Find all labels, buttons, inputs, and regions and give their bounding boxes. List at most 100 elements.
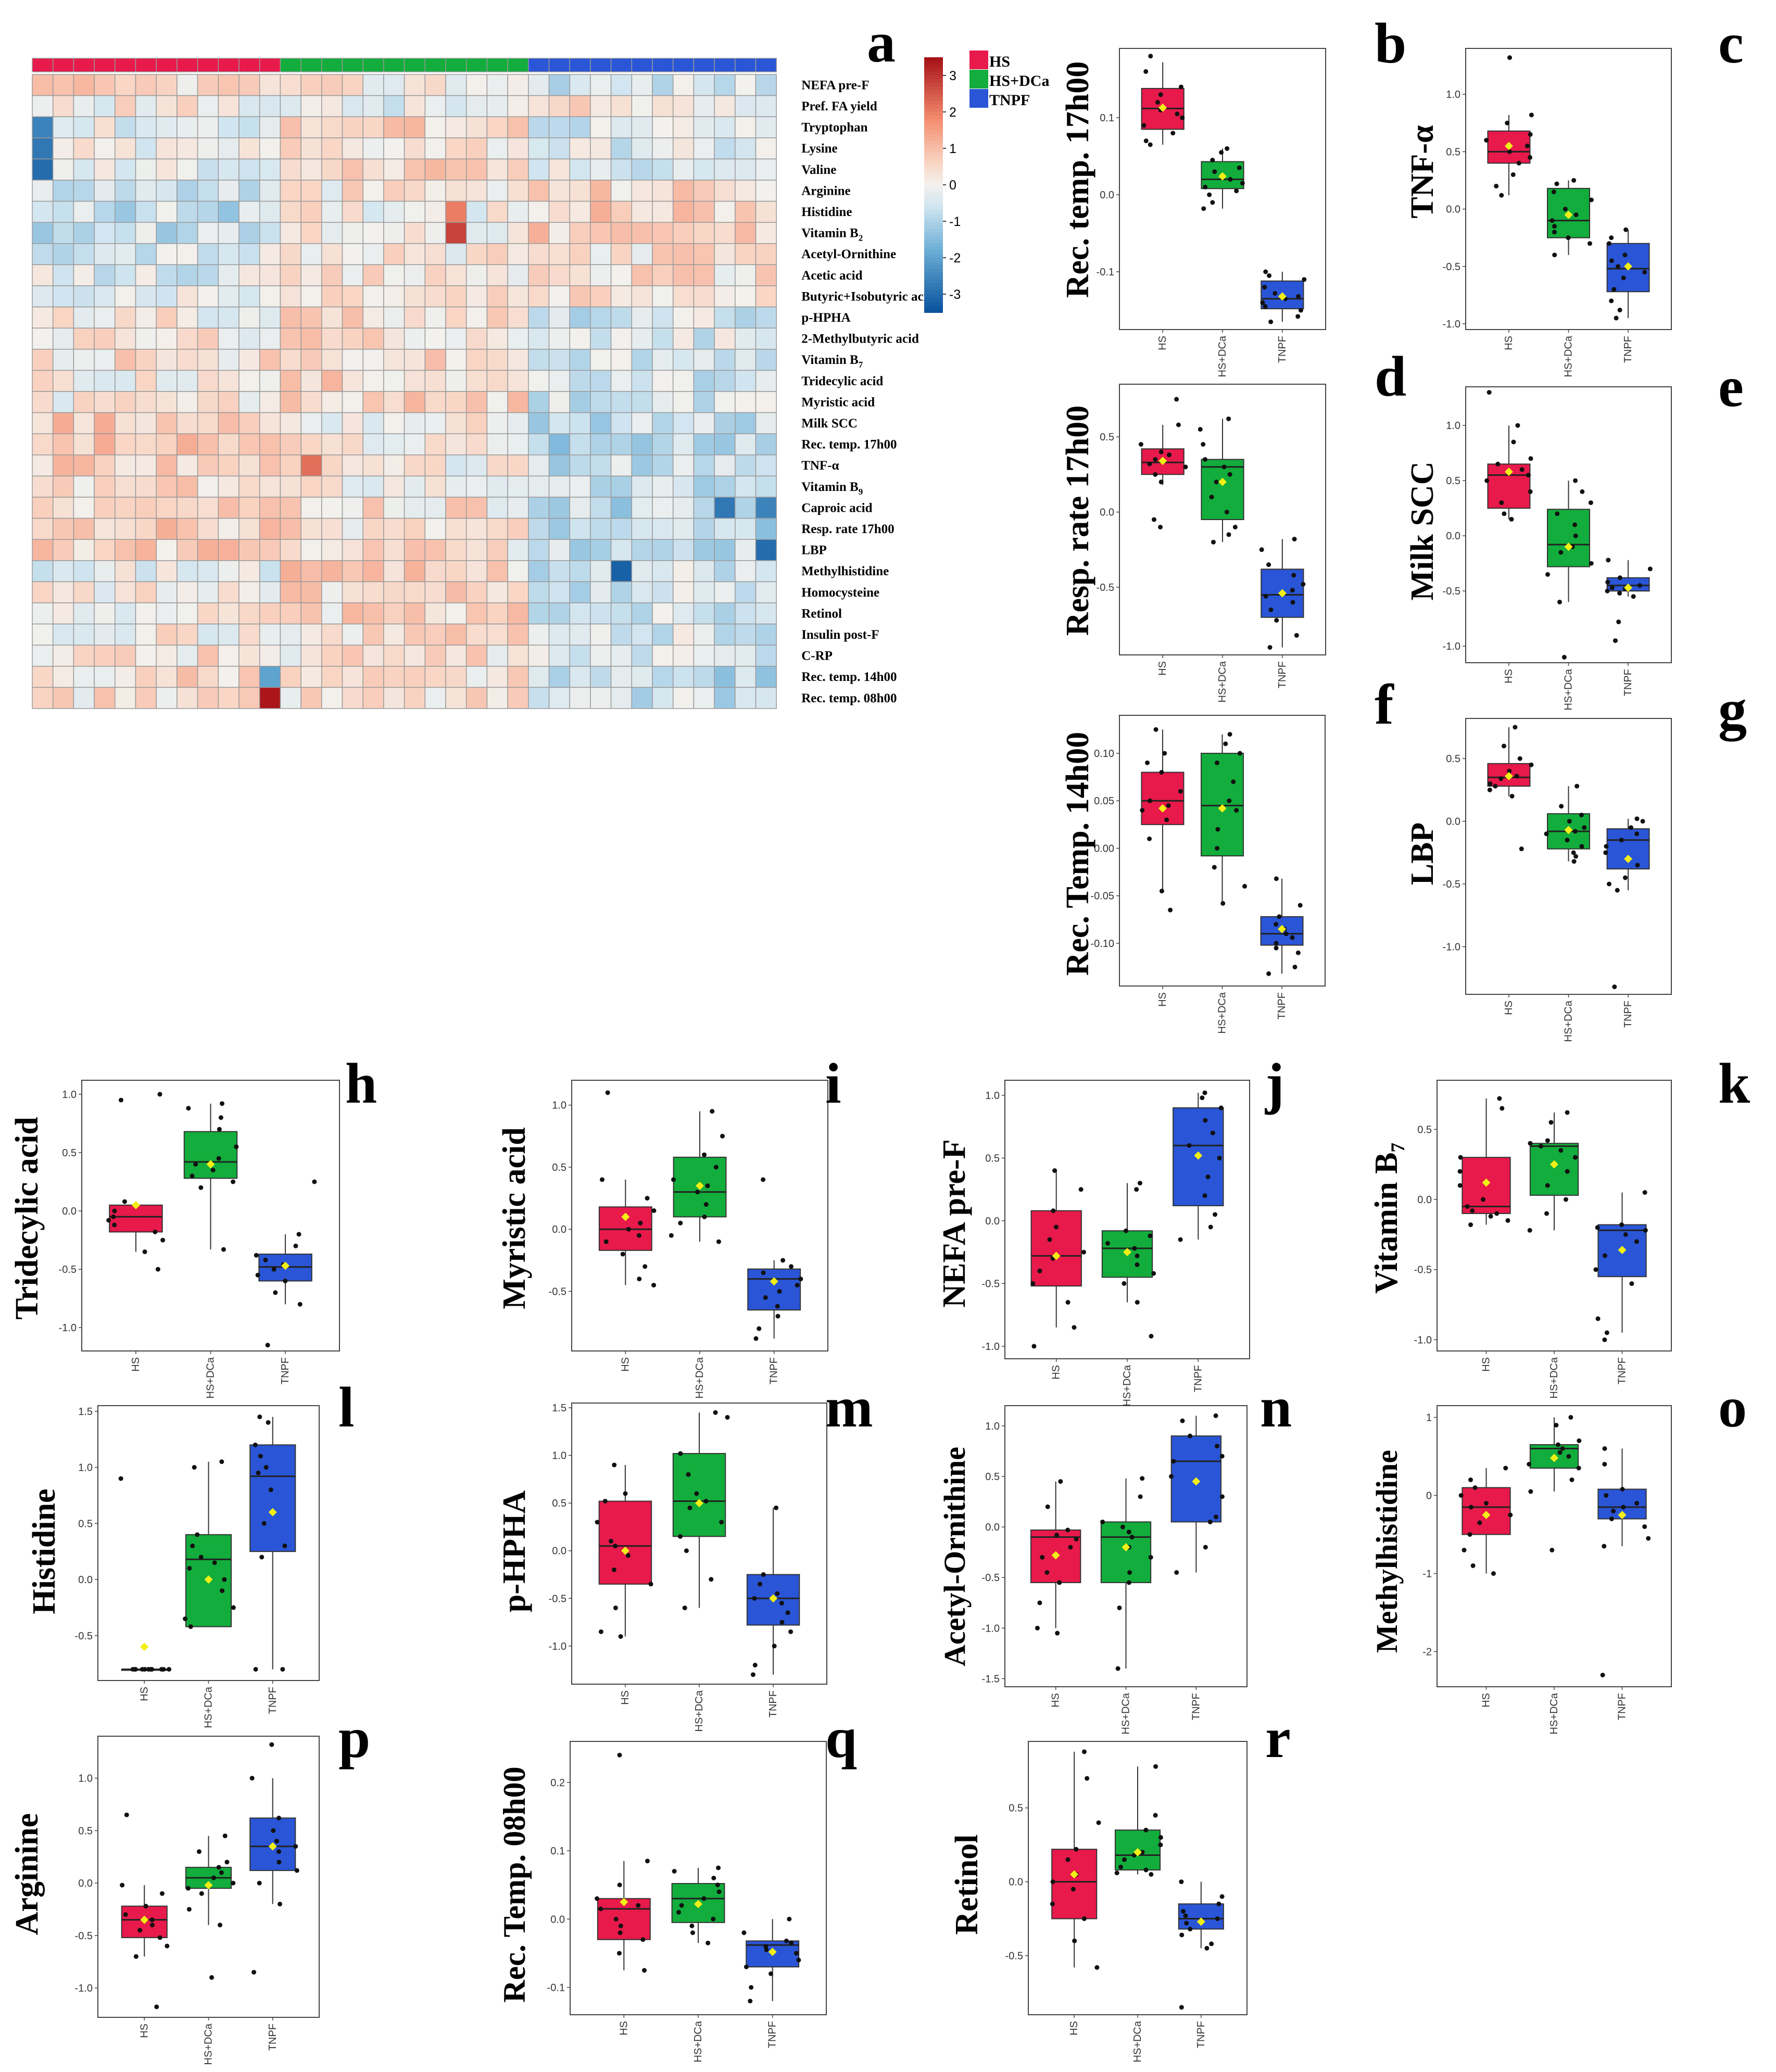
data-point xyxy=(1118,1864,1124,1869)
heatmap-cell xyxy=(755,116,777,138)
heatmap-cell xyxy=(404,370,426,392)
x-tick-label: TNPF xyxy=(1276,992,1288,1019)
heatmap-cell xyxy=(652,137,674,160)
heatmap-cell xyxy=(52,200,74,223)
data-point xyxy=(715,1883,720,1888)
heatmap-cell xyxy=(321,391,343,413)
data-point xyxy=(682,1606,687,1611)
heatmap-cell xyxy=(32,412,54,434)
heatmap-cell xyxy=(652,623,674,646)
heatmap-cell xyxy=(404,327,426,350)
heatmap-cell xyxy=(73,137,95,160)
heatmap-cell xyxy=(197,200,219,223)
heatmap-cell xyxy=(259,285,281,308)
data-point xyxy=(1148,142,1153,147)
heatmap-cell xyxy=(445,497,467,519)
data-point xyxy=(1159,889,1164,894)
heatmap-cell xyxy=(465,391,488,413)
heatmap-cell xyxy=(342,327,363,350)
data-point xyxy=(1623,227,1629,232)
heatmap-cell xyxy=(404,349,426,371)
data-point xyxy=(1151,517,1156,522)
data-point xyxy=(1488,1214,1493,1219)
heatmap-cell xyxy=(404,74,426,96)
heatmap-cell xyxy=(424,454,446,477)
colorbar-tick-label: 1 xyxy=(949,142,956,156)
heatmap-row-label: Arginine xyxy=(801,184,850,198)
heatmap-cell xyxy=(714,454,736,477)
heatmap-cell xyxy=(631,370,653,392)
heatmap-cell xyxy=(32,327,54,350)
data-point xyxy=(1502,511,1507,516)
heatmap-cell xyxy=(548,200,570,223)
data-point xyxy=(1604,1493,1609,1498)
data-point xyxy=(1259,547,1264,552)
data-point xyxy=(1501,743,1506,749)
data-point xyxy=(186,1106,191,1111)
heatmap-cell xyxy=(569,222,591,244)
data-point xyxy=(1602,1446,1607,1451)
heatmap-cell xyxy=(321,475,343,498)
heatmap-cell xyxy=(693,327,715,350)
data-point xyxy=(1617,308,1622,313)
heatmap-cell xyxy=(342,285,363,308)
y-tick-label: -0.5 xyxy=(1443,261,1460,273)
heatmap-cell xyxy=(32,222,54,244)
data-point xyxy=(1468,1477,1473,1482)
heatmap-cell xyxy=(714,475,736,498)
data-point xyxy=(1213,1413,1218,1418)
heatmap-cell xyxy=(404,645,426,667)
heatmap-row-label: TNF-α xyxy=(801,459,839,473)
group-annotation-cell xyxy=(486,58,508,72)
data-point xyxy=(1569,1477,1575,1482)
colorbar-segment xyxy=(924,199,943,204)
x-tick-label: HS xyxy=(130,1357,142,1372)
data-point xyxy=(1040,1555,1045,1560)
mean-marker xyxy=(696,1181,704,1190)
data-point xyxy=(1105,1241,1111,1246)
heatmap-cell xyxy=(735,602,757,625)
heatmap-cell xyxy=(321,264,343,286)
colorbar-segment xyxy=(924,203,943,207)
heatmap-cell xyxy=(610,264,633,286)
heatmap-cell xyxy=(672,180,695,202)
data-point xyxy=(713,1165,719,1170)
heatmap-cell xyxy=(693,497,715,519)
data-point xyxy=(1085,1776,1090,1781)
heatmap-cell xyxy=(631,74,653,96)
data-point xyxy=(1226,532,1231,537)
heatmap-cell xyxy=(321,412,343,434)
heatmap-cell xyxy=(445,306,467,329)
y-axis-label: Resp. rate 17h00 xyxy=(1060,406,1095,636)
heatmap-cell xyxy=(94,517,116,540)
mean-marker xyxy=(204,1575,213,1584)
heatmap-cell xyxy=(362,327,384,350)
heatmap-cell xyxy=(94,222,116,244)
data-point xyxy=(1096,1820,1101,1825)
data-point xyxy=(1290,600,1295,605)
data-point xyxy=(1605,588,1610,593)
heatmap-cell xyxy=(197,306,219,329)
heatmap-cell xyxy=(156,285,178,308)
panel-letter-q: q xyxy=(825,1706,857,1770)
heatmap-cell xyxy=(693,581,715,603)
heatmap-row-label: Rec. temp. 17h00 xyxy=(801,438,897,452)
data-point xyxy=(1212,865,1217,870)
heatmap-cell xyxy=(238,539,260,561)
heatmap-cell xyxy=(280,645,301,667)
data-point xyxy=(711,1916,716,1922)
heatmap-cell xyxy=(115,623,136,646)
heatmap-cell xyxy=(569,200,591,223)
heatmap-cell xyxy=(569,666,591,688)
heatmap-cell xyxy=(672,306,695,329)
data-point xyxy=(1162,751,1167,756)
heatmap-cell xyxy=(693,285,715,308)
data-point xyxy=(1604,1330,1609,1335)
data-point xyxy=(210,1168,216,1173)
heatmap-cell xyxy=(300,517,322,540)
data-point xyxy=(602,1499,608,1504)
heatmap-cell xyxy=(73,116,95,138)
heatmap-cell xyxy=(424,370,446,392)
